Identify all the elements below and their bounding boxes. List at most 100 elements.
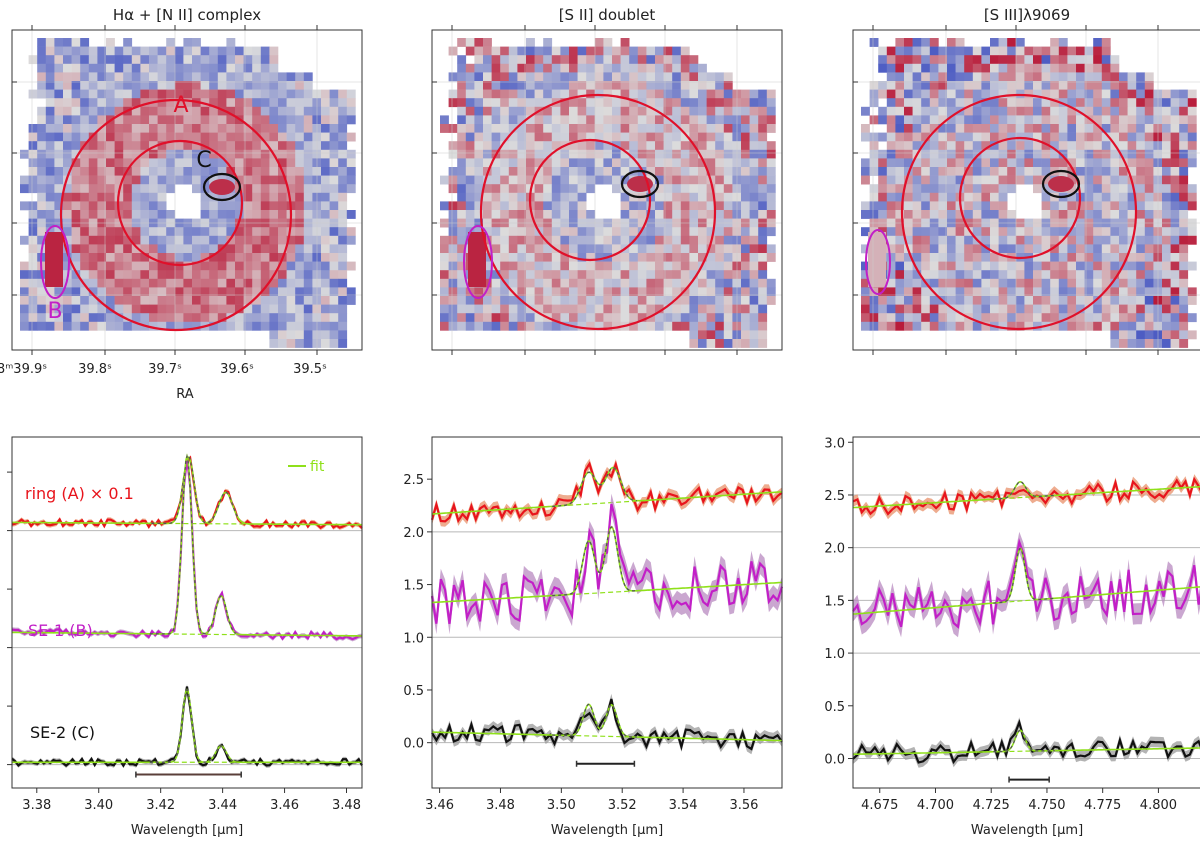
map-pixel xyxy=(964,63,974,73)
map-pixel xyxy=(278,89,287,99)
map-pixel xyxy=(1127,184,1137,194)
map-pixel xyxy=(569,124,578,133)
map-pixel xyxy=(921,72,931,82)
map-pixel xyxy=(1093,313,1103,323)
map-pixel xyxy=(998,253,1008,262)
map-pixel xyxy=(226,38,236,47)
map-pixel xyxy=(37,296,47,305)
map-pixel xyxy=(321,313,330,323)
map-pixel xyxy=(766,201,776,211)
map-pixel xyxy=(947,149,956,159)
map-pixel xyxy=(663,210,673,219)
map-pixel xyxy=(698,132,707,142)
map-pixel xyxy=(500,296,510,305)
map-pixel xyxy=(114,270,124,280)
map-pixel xyxy=(54,106,64,116)
map-pixel xyxy=(106,81,115,90)
map-pixel xyxy=(689,313,699,323)
map-pixel xyxy=(149,72,158,82)
map-pixel xyxy=(149,210,158,219)
map-pixel xyxy=(97,63,107,73)
map-pixel xyxy=(1136,98,1146,108)
map-pixel xyxy=(457,192,467,202)
map-pixel xyxy=(517,184,527,194)
map-pixel xyxy=(964,141,974,151)
map-pixel xyxy=(457,175,467,185)
map-pixel xyxy=(483,106,492,116)
map-pixel xyxy=(200,210,210,219)
map-pixel xyxy=(508,192,518,202)
map-pixel xyxy=(243,89,253,99)
map-pixel xyxy=(1127,167,1137,176)
map-pixel xyxy=(663,106,673,116)
map-pixel xyxy=(286,270,296,280)
map-pixel xyxy=(534,72,544,82)
map-pixel xyxy=(1162,124,1171,133)
map-pixel xyxy=(929,167,939,176)
map-pixel xyxy=(28,55,38,65)
map-pixel xyxy=(981,304,991,314)
map-pixel xyxy=(1144,175,1154,185)
map-pixel xyxy=(1101,278,1111,288)
map-pixel xyxy=(1144,244,1154,254)
map-pixel xyxy=(577,244,587,254)
map-pixel xyxy=(80,261,90,271)
map-pixel xyxy=(123,261,133,271)
map-pixel xyxy=(689,304,699,314)
map-pixel xyxy=(1007,278,1017,288)
map-pixel xyxy=(1015,158,1025,168)
map-pixel xyxy=(80,235,90,245)
map-pixel xyxy=(929,158,939,168)
map-pixel xyxy=(947,46,956,56)
map-pixel xyxy=(329,304,339,314)
region-a-outer-circle xyxy=(59,98,293,332)
map-pixel xyxy=(1007,321,1017,331)
map-pixel xyxy=(929,132,939,142)
map-pixel xyxy=(1101,184,1111,194)
map-pixel xyxy=(620,253,630,262)
map-pixel xyxy=(921,321,931,331)
map-pixel xyxy=(517,124,527,133)
map-pixel xyxy=(303,287,313,297)
map-pixel xyxy=(689,321,699,331)
map-pixel xyxy=(543,89,553,99)
map-xlabel-ra: RA xyxy=(176,387,194,402)
map-pixel xyxy=(71,192,81,202)
map-pixel xyxy=(569,89,578,99)
map-pixel xyxy=(71,46,81,56)
map-pixel xyxy=(166,321,176,331)
map-pixel xyxy=(637,278,647,288)
map-pixel xyxy=(543,124,553,133)
map-pixel xyxy=(680,55,690,65)
map-pixel xyxy=(45,132,55,142)
map-pixel xyxy=(990,81,999,90)
map-pixel xyxy=(20,175,29,185)
map-pixel xyxy=(295,287,305,297)
region-a-outer-circle xyxy=(900,93,1138,331)
map-pixel xyxy=(140,192,150,202)
map-pixel xyxy=(1024,89,1034,99)
map-pixel xyxy=(715,261,725,271)
map-pixel xyxy=(269,261,279,271)
map-pixel xyxy=(758,278,768,288)
map-pixel xyxy=(972,210,982,219)
map-pixel xyxy=(500,98,510,108)
map-pixel xyxy=(689,339,699,348)
map-pixel xyxy=(1170,115,1180,125)
map-pixel xyxy=(457,261,467,271)
map-pixel xyxy=(468,276,477,287)
map-pixel xyxy=(166,46,176,56)
map-pixel xyxy=(981,63,991,73)
map-pixel xyxy=(491,192,501,202)
map-pixel xyxy=(878,149,888,159)
map-pixel xyxy=(749,313,759,323)
map-pixel xyxy=(526,227,535,237)
map-pixel xyxy=(252,210,262,219)
map-pixel xyxy=(491,201,501,211)
map-pixel xyxy=(63,72,72,82)
map-pixel xyxy=(990,296,999,305)
map-pixel xyxy=(131,321,141,331)
map-pixel xyxy=(637,81,647,90)
map-pixel xyxy=(663,132,673,142)
